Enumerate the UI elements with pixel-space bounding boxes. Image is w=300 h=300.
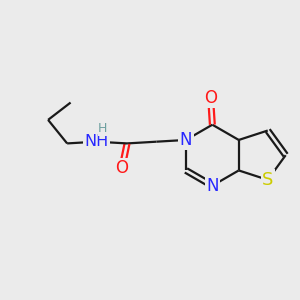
Text: O: O bbox=[204, 89, 217, 107]
Text: N: N bbox=[206, 177, 219, 195]
Text: H: H bbox=[98, 122, 107, 135]
Text: NH: NH bbox=[85, 134, 109, 149]
Text: O: O bbox=[116, 159, 128, 177]
Text: S: S bbox=[262, 171, 273, 189]
Text: N: N bbox=[180, 131, 192, 149]
